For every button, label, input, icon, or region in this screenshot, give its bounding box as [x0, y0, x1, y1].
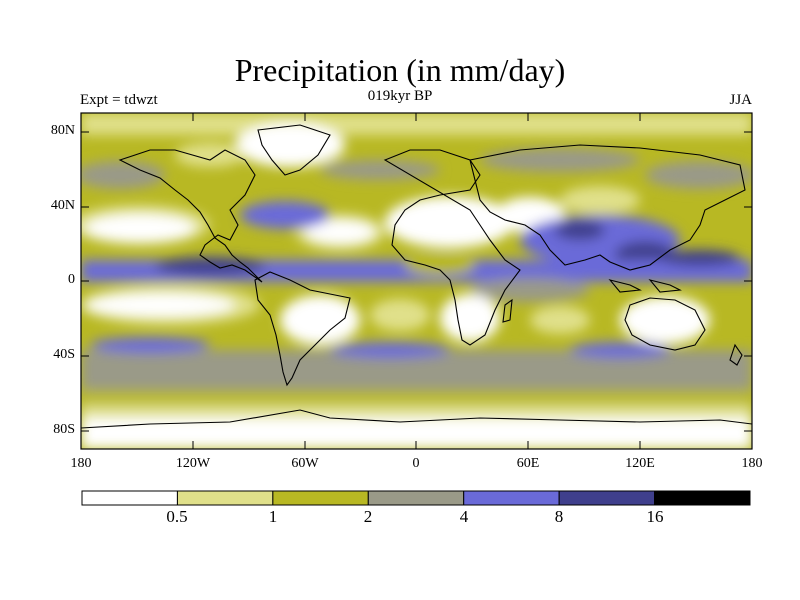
colorbar-swatch	[463, 490, 560, 506]
colorbar-swatch	[367, 490, 465, 506]
lat-label-80s: 80S	[53, 422, 75, 437]
colorbar-swatch	[272, 490, 369, 506]
colorbar-tick-label: 8	[554, 507, 564, 526]
lat-ticks	[81, 131, 752, 432]
lon-label-180e: 180	[741, 456, 763, 471]
season-label: JJA	[729, 92, 752, 108]
lon-ticks	[192, 113, 641, 449]
coastlines	[81, 124, 752, 429]
colorbar-swatch	[176, 490, 274, 506]
period-label: 019kyr BP	[367, 88, 433, 104]
lat-label-0: 0	[68, 272, 75, 287]
colorbar-swatch	[81, 490, 178, 506]
colorbar-tick-label: 16	[646, 507, 664, 526]
colorbar-tick-label: 2	[363, 507, 373, 526]
colorbar	[81, 490, 751, 506]
colorbar-swatch	[558, 490, 656, 506]
lon-label-120e: 120E	[625, 456, 655, 471]
colorbar-swatch	[654, 490, 751, 506]
experiment-label: Expt = tdwzt	[80, 92, 158, 108]
colorbar-tick-label: 4	[459, 507, 469, 526]
colorbar-tick-label: 1	[268, 507, 278, 526]
lat-label-40s: 40S	[53, 347, 75, 362]
lon-label-60w: 60W	[291, 456, 319, 471]
lat-label-40n: 40N	[50, 198, 75, 213]
lon-label-60e: 60E	[516, 456, 540, 471]
lon-label-120w: 120W	[175, 456, 211, 471]
lat-label-80n: 80N	[50, 123, 75, 138]
lon-label-0: 0	[412, 456, 420, 471]
colorbar-tick-label: 0.5	[166, 507, 188, 526]
map-title: Precipitation (in mm/day)	[234, 52, 566, 88]
lon-label-180w: 180	[70, 456, 92, 471]
precip-field	[81, 113, 752, 449]
